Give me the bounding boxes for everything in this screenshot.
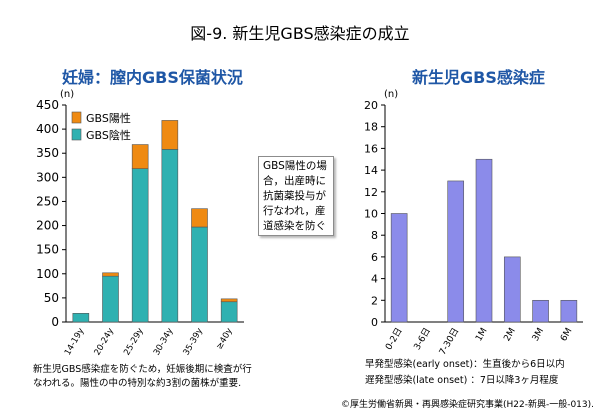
right-panel-title: 新生児GBS感染症 — [412, 68, 545, 87]
legend-swatch — [71, 128, 82, 141]
left-bar-positive — [161, 120, 179, 150]
left-y-tick-label: 200 — [36, 219, 59, 233]
right-caption-line2: 遅発型感染(late onset) ：7日以降3ヶ月程度 — [365, 375, 559, 386]
left-y-axis-label: (n) — [60, 89, 74, 100]
right-bar — [532, 299, 549, 323]
left-bar-positive — [220, 298, 238, 303]
right-x-tick-label: 1M — [474, 327, 489, 344]
right-x-tick-label: 3-6日 — [412, 326, 433, 352]
right-bar — [447, 180, 465, 323]
left-y-tick-label: 350 — [36, 146, 59, 160]
left-x-tick-label: 30-34y — [152, 327, 176, 358]
right-y-tick-label: 2 — [371, 294, 378, 307]
legend-label: GBS陽性 — [86, 111, 131, 125]
right-x-tick-label: 2M — [502, 327, 517, 344]
right-y-tick-label: 18 — [364, 121, 378, 134]
left-bar-positive — [191, 208, 208, 228]
right-caption-line1: 早発型感染(early onset)：生直後から6日以内 — [365, 359, 565, 370]
legend-swatch — [71, 111, 82, 124]
right-bar — [390, 213, 408, 323]
left-bar-positive — [102, 272, 119, 277]
right-y-axis-label: (n) — [384, 89, 398, 100]
right-x-tick-label: 6M — [559, 327, 574, 344]
legend-label: GBS陰性 — [86, 128, 131, 142]
right-x-tick-label: 7-30日 — [437, 326, 461, 357]
left-bar-negative — [220, 301, 238, 323]
left-y-tick-label: 150 — [36, 243, 59, 257]
left-y-tick-label: 50 — [44, 291, 59, 305]
right-y-tick-label: 0 — [371, 316, 378, 329]
right-bar — [560, 299, 578, 323]
left-caption-line1: 新生児GBS感染症を防ぐため，妊娠後期に検査が行 — [33, 364, 252, 375]
left-y-tick-label: 250 — [36, 194, 59, 208]
right-x-tick-label: 0-2日 — [383, 326, 404, 352]
right-y-tick-label: 12 — [364, 186, 378, 199]
left-x-tick-label: 25-29y — [122, 327, 146, 358]
left-bar-negative — [102, 275, 119, 323]
right-bar — [503, 256, 521, 323]
left-y-tick-label: 0 — [51, 315, 59, 329]
left-x-tick-label: 35-39y — [182, 327, 206, 358]
left-x-tick-label: ≥40y — [215, 327, 235, 352]
left-y-tick-label: 450 — [36, 98, 59, 112]
left-bar-negative — [131, 168, 149, 323]
left-y-tick-label: 100 — [36, 267, 59, 281]
note-box: GBS陽性の場合，出産時に抗菌薬投与が行なわれ，産道感染を防ぐ — [258, 156, 334, 236]
left-x-tick-label: 20-24y — [93, 327, 117, 358]
main-title: 図-9. 新生児GBS感染症の成立 — [190, 24, 410, 43]
left-caption-line2: なわれる。陽性の中の特別な約3割の菌株が重要. — [33, 378, 242, 389]
right-bar — [475, 158, 493, 323]
copyright-notice: ©厚生労働省新興・再興感染症研究事業(H22-新興-一般-013). — [340, 400, 594, 410]
right-x-tick-label: 3M — [531, 327, 546, 344]
left-y-tick-label: 300 — [36, 170, 59, 184]
left-y-tick-label: 400 — [36, 122, 59, 136]
left-bar-negative — [161, 149, 179, 323]
right-y-tick-label: 6 — [371, 251, 378, 264]
left-bar-negative — [72, 313, 90, 323]
left-bar-negative — [191, 226, 208, 323]
left-panel-title: 妊婦：膣内GBS保菌状況 — [62, 68, 243, 87]
right-y-tick-label: 14 — [364, 164, 378, 177]
right-y-tick-label: 8 — [371, 229, 378, 242]
left-bar-positive — [131, 144, 149, 169]
right-y-tick-label: 16 — [364, 142, 378, 155]
right-y-tick-label: 10 — [364, 208, 378, 221]
right-y-tick-label: 20 — [364, 99, 378, 112]
left-x-tick-label: 14-19y — [63, 327, 87, 358]
right-y-tick-label: 4 — [371, 273, 378, 286]
